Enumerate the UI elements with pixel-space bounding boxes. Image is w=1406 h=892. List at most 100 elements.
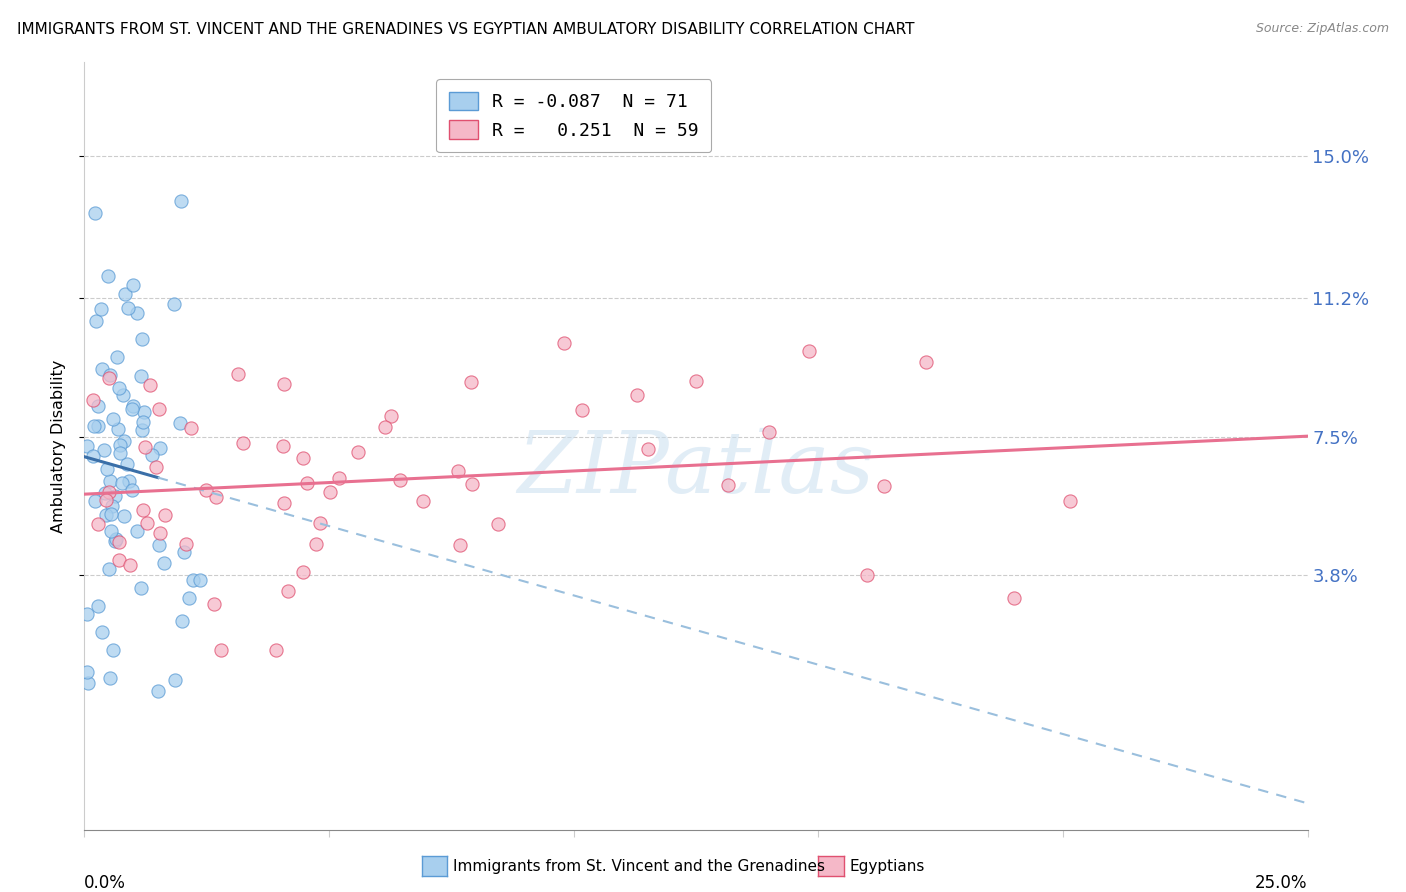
Point	[797, 343, 820, 358]
Point	[86, 313, 108, 327]
Point	[98, 672, 121, 686]
Point	[181, 573, 204, 587]
Point	[84, 493, 107, 508]
Point	[388, 473, 411, 487]
Point	[127, 306, 149, 320]
Point	[190, 573, 212, 587]
Point	[112, 434, 135, 448]
Point	[449, 538, 471, 552]
Point	[461, 477, 484, 491]
Text: Egyptians: Egyptians	[849, 859, 925, 873]
Point	[98, 368, 121, 382]
Point	[170, 614, 193, 628]
Point	[915, 355, 938, 369]
Point	[148, 526, 170, 541]
Point	[125, 524, 148, 538]
Point	[295, 475, 318, 490]
Text: 0.0%: 0.0%	[84, 874, 127, 892]
Point	[328, 471, 350, 485]
Point	[86, 399, 108, 413]
Point	[202, 597, 225, 611]
Point	[447, 464, 470, 478]
Point	[174, 537, 197, 551]
Point	[170, 194, 193, 208]
Point	[98, 485, 121, 500]
Point	[141, 448, 163, 462]
Point	[132, 415, 155, 429]
Point	[121, 402, 143, 417]
Point	[94, 492, 117, 507]
Point	[103, 489, 125, 503]
Point	[132, 405, 155, 419]
Point	[872, 479, 894, 493]
Point	[717, 478, 740, 492]
Point	[87, 419, 110, 434]
Point	[104, 532, 127, 546]
Point	[115, 458, 138, 472]
Point	[308, 516, 330, 530]
Point	[82, 449, 104, 463]
Point	[626, 388, 648, 402]
Point	[148, 537, 170, 551]
Point	[129, 581, 152, 595]
Point	[96, 268, 118, 283]
Point	[100, 507, 122, 521]
Point	[101, 412, 124, 426]
Text: ZIPatlas: ZIPatlas	[517, 427, 875, 510]
Point	[149, 441, 172, 455]
Point	[94, 508, 117, 522]
Legend: R = -0.087  N = 71, R =   0.251  N = 59: R = -0.087 N = 71, R = 0.251 N = 59	[436, 79, 711, 153]
Point	[108, 381, 131, 395]
Text: Immigrants from St. Vincent and the Grenadines: Immigrants from St. Vincent and the Gren…	[453, 859, 825, 873]
Point	[571, 402, 593, 417]
Point	[758, 425, 780, 439]
Point	[685, 374, 707, 388]
Point	[108, 446, 131, 460]
Point	[139, 377, 162, 392]
Point	[226, 367, 249, 381]
Point	[101, 499, 124, 513]
Point	[135, 516, 157, 530]
Point	[90, 624, 112, 639]
Point	[122, 399, 145, 413]
Point	[148, 402, 170, 417]
Point	[148, 683, 170, 698]
Point	[131, 503, 153, 517]
Point	[112, 509, 135, 524]
Point	[91, 362, 114, 376]
Point	[120, 558, 142, 572]
Point	[291, 566, 314, 580]
Point	[111, 476, 134, 491]
Point	[121, 278, 143, 293]
Point	[104, 533, 127, 548]
Point	[90, 301, 112, 316]
Point	[129, 369, 152, 384]
Point	[114, 287, 136, 301]
Point	[319, 484, 342, 499]
Point	[76, 439, 98, 453]
Point	[134, 440, 156, 454]
Text: IMMIGRANTS FROM ST. VINCENT AND THE GRENADINES VS EGYPTIAN AMBULATORY DISABILITY: IMMIGRANTS FROM ST. VINCENT AND THE GREN…	[17, 22, 914, 37]
Point	[169, 417, 191, 431]
Point	[264, 643, 287, 657]
Point	[460, 375, 482, 389]
Point	[97, 371, 120, 385]
Point	[83, 419, 105, 434]
Point	[1059, 494, 1081, 508]
Point	[277, 583, 299, 598]
Point	[153, 556, 176, 570]
Point	[412, 494, 434, 508]
Point	[179, 420, 201, 434]
Point	[637, 442, 659, 457]
Point	[117, 301, 139, 315]
Point	[304, 537, 326, 551]
Point	[145, 460, 167, 475]
Point	[163, 673, 186, 687]
Text: Source: ZipAtlas.com: Source: ZipAtlas.com	[1256, 22, 1389, 36]
Point	[87, 599, 110, 614]
Point	[1002, 591, 1025, 605]
Point	[131, 423, 153, 437]
Text: 25.0%: 25.0%	[1256, 874, 1308, 892]
Point	[292, 450, 315, 465]
Point	[103, 643, 125, 657]
